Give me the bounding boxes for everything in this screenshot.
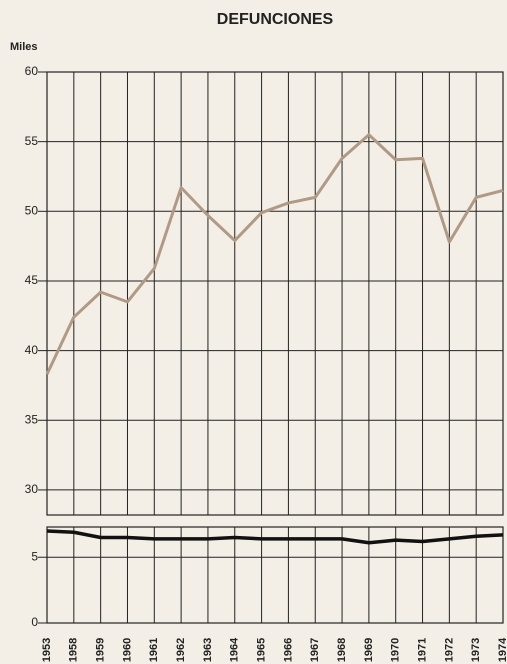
y-tick-label: 60 — [25, 64, 39, 78]
x-tick-label: 1960 — [121, 638, 133, 662]
x-tick-label: 1961 — [148, 638, 160, 662]
y-tick-label: 0 — [31, 615, 38, 629]
x-tick-label: 1958 — [68, 638, 80, 662]
x-tick-label: 1971 — [416, 638, 428, 662]
x-tick-label: 1953 — [41, 638, 53, 662]
x-tick-label: 1970 — [390, 638, 402, 662]
y-tick-label: 35 — [25, 412, 39, 426]
data-line — [46, 529, 504, 545]
y-tick-label: 40 — [25, 343, 39, 357]
x-tick-label: 1959 — [95, 638, 107, 662]
x-tick-label: 1974 — [497, 637, 507, 662]
x-tick-label: 1965 — [255, 638, 267, 662]
x-tick-label: 1968 — [336, 638, 348, 662]
y-tick-label: 55 — [25, 134, 39, 148]
x-tick-label: 1967 — [309, 638, 321, 662]
x-tick-label: 1972 — [443, 638, 455, 662]
y-axis-label: Miles — [10, 41, 38, 53]
x-tick-label: 1962 — [175, 638, 187, 662]
y-tick-label: 30 — [25, 482, 39, 496]
y-tick-label: 50 — [25, 203, 39, 217]
data-line — [45, 133, 504, 375]
y-tick-label: 45 — [25, 273, 39, 287]
x-tick-label: 1963 — [202, 638, 214, 662]
x-tick-label: 1964 — [229, 637, 241, 662]
x-tick-label: 1969 — [363, 638, 375, 662]
x-tick-label: 1973 — [470, 638, 482, 662]
y-tick-label: 5 — [31, 549, 38, 563]
x-tick-label: 1966 — [282, 638, 294, 662]
chart-title: DEFUNCIONES — [217, 11, 334, 28]
